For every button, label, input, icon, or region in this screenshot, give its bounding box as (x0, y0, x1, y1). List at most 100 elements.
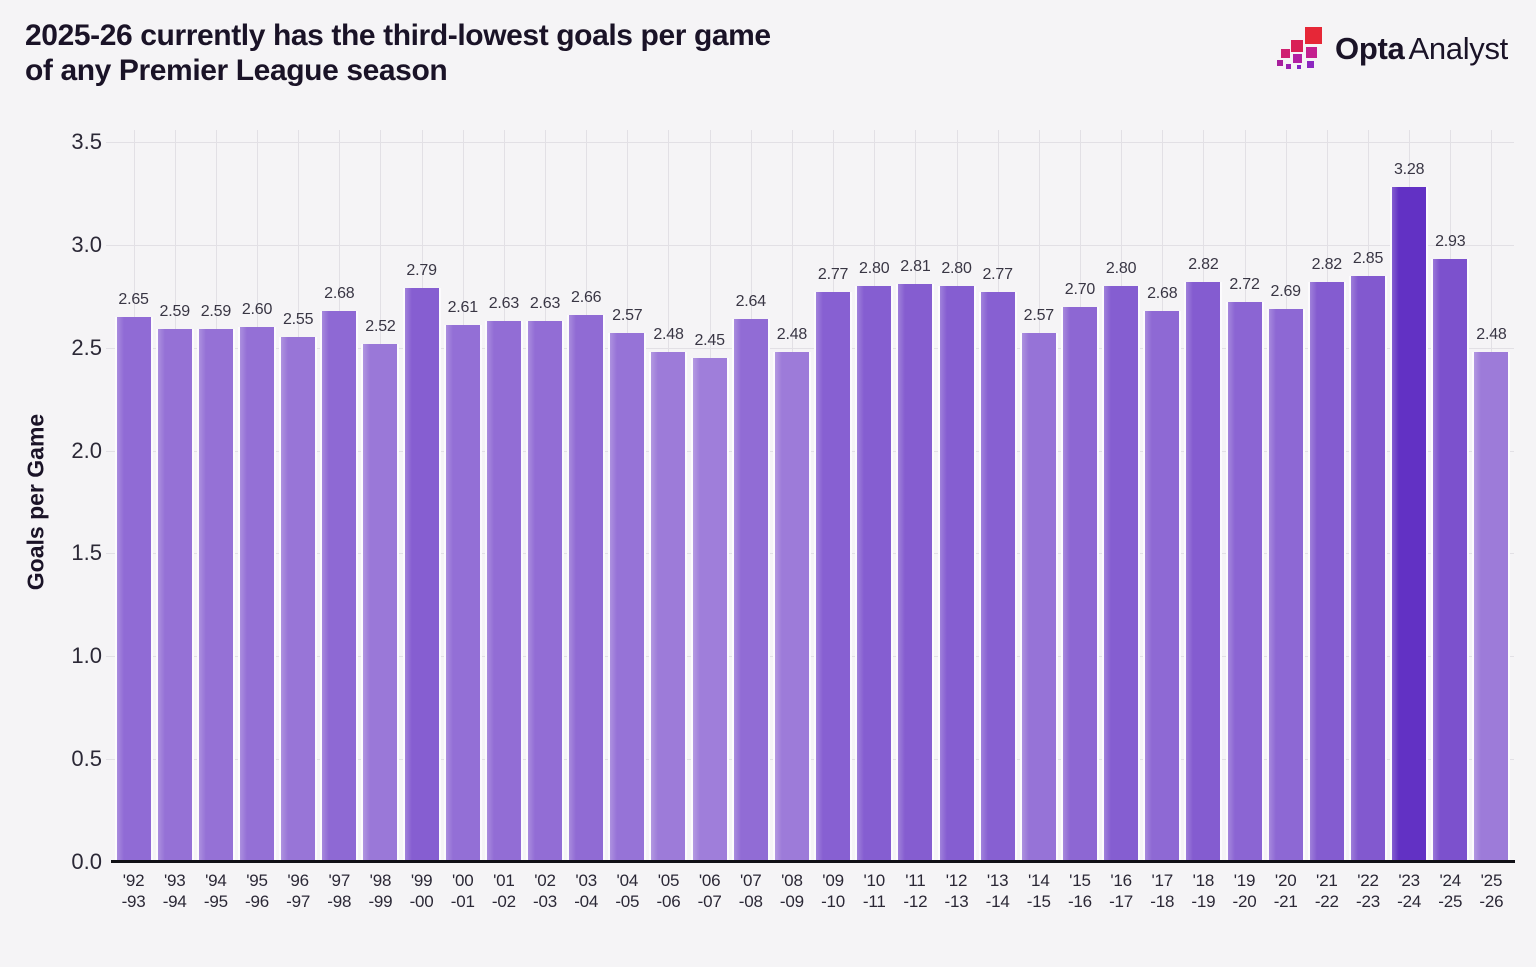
bar-value-label: 2.77 (817, 266, 849, 284)
bar (814, 292, 853, 862)
y-tick-label: 2.5 (71, 334, 102, 360)
bar (238, 327, 276, 862)
bar (649, 351, 688, 862)
bar (1102, 286, 1141, 862)
bar (526, 320, 565, 862)
x-tick-label: '95 -96 (245, 871, 269, 911)
x-axis-line (111, 860, 1515, 863)
bar (1184, 281, 1223, 862)
bar (443, 325, 482, 862)
bar-value-label: 2.48 (1476, 325, 1507, 343)
y-tick-label: 3.0 (71, 231, 102, 257)
y-tick-label: 1.0 (71, 643, 102, 669)
bar-value-label: 2.63 (488, 294, 520, 312)
bar-value-label: 2.59 (159, 303, 191, 321)
bar-value-label: 2.61 (447, 299, 479, 317)
x-tick-label: '04 -05 (615, 871, 640, 911)
bar-value-label: 2.45 (694, 332, 725, 349)
x-tick-label: '05 -06 (656, 871, 681, 911)
h-gridline (106, 142, 1514, 143)
x-tick-label: '25 -26 (1479, 871, 1504, 911)
x-tick-label: '18 -19 (1191, 871, 1216, 911)
bar-value-label: 2.72 (1229, 276, 1260, 294)
x-tick-label: '12 -13 (944, 871, 969, 911)
bar-value-label: 2.68 (1147, 284, 1178, 302)
logo-brand-light: Analyst (1408, 30, 1508, 66)
bar-value-label: 2.68 (324, 284, 355, 302)
bar (1225, 302, 1264, 862)
bar-value-label: 2.81 (900, 257, 931, 275)
bar (155, 329, 194, 862)
x-tick-label: '21 -22 (1314, 871, 1339, 911)
bar (320, 310, 359, 862)
x-tick-label: '98 -99 (368, 871, 393, 911)
y-tick-label: 0.5 (71, 746, 102, 772)
title-line-1: 2025-26 currently has the third-lowest g… (25, 19, 771, 52)
opta-analyst-logo: Opta Analyst (1277, 26, 1508, 71)
x-tick-label: '03 -04 (574, 871, 599, 911)
x-tick-label: '06 -07 (697, 871, 722, 911)
bar-value-label: 2.55 (282, 311, 314, 329)
x-tick-label: '16 -17 (1109, 871, 1134, 911)
bar-value-label: 2.70 (1064, 280, 1096, 298)
bar-value-label: 2.93 (1435, 233, 1466, 251)
bar (690, 358, 729, 862)
bar (567, 314, 606, 862)
bar-value-label: 2.80 (859, 260, 890, 277)
bar (196, 329, 235, 862)
bar (114, 316, 153, 862)
x-tick-label: '92 -93 (121, 871, 146, 911)
bar-value-label: 2.80 (1105, 260, 1137, 277)
bar-value-label: 2.60 (241, 301, 273, 319)
x-tick-label: '15 -16 (1067, 871, 1092, 911)
bar-value-label: 2.64 (735, 292, 767, 310)
x-tick-label: '14 -15 (1026, 871, 1051, 911)
x-tick-label: '08 -09 (779, 871, 804, 911)
bar-value-label: 2.66 (571, 288, 602, 306)
x-tick-label: '10 -11 (862, 871, 886, 911)
x-tick-label: '24 -25 (1438, 871, 1463, 911)
bar-value-label: 2.82 (1311, 255, 1343, 273)
bar-value-label: 2.77 (982, 266, 1013, 284)
bar (1060, 306, 1099, 862)
bar (361, 343, 400, 862)
x-tick-label: '93 -94 (162, 871, 187, 911)
bar (1143, 310, 1182, 862)
bar (1431, 259, 1470, 862)
title-line-2: of any Premier League season (25, 54, 448, 88)
x-tick-label: '19 -20 (1232, 871, 1257, 911)
bar-value-label: 2.59 (200, 303, 232, 321)
x-tick-label: '99 -00 (409, 871, 434, 911)
logo-wordmark: Opta Analyst (1335, 31, 1508, 67)
bar (402, 288, 441, 862)
bar (772, 351, 811, 862)
bar (1472, 351, 1511, 862)
bar (937, 286, 976, 862)
x-tick-label: '17 -18 (1150, 871, 1175, 911)
bar-value-label: 2.48 (776, 325, 808, 343)
y-tick-label: 1.5 (71, 540, 102, 566)
bar-value-label: 2.57 (612, 307, 643, 325)
bar-value-label: 2.48 (653, 325, 684, 343)
bar-value-label: 2.85 (1352, 249, 1384, 267)
x-tick-label: '94 -95 (203, 871, 228, 911)
x-tick-label: '23 -24 (1397, 871, 1422, 911)
x-tick-label: '01 -02 (491, 871, 516, 911)
bar (731, 318, 770, 862)
x-tick-label: '09 -10 (821, 871, 846, 911)
bar (855, 286, 894, 862)
bar-value-label: 2.52 (365, 317, 396, 335)
x-tick-label: '97 -98 (327, 871, 352, 911)
x-tick-label: '02 -03 (533, 871, 558, 911)
bar-value-label: 3.28 (1393, 161, 1425, 179)
h-gridline (106, 347, 1514, 349)
opta-stairs-icon (1277, 27, 1323, 69)
bar-value-label: 2.65 (118, 290, 149, 308)
x-tick-label: '13 -14 (985, 871, 1010, 911)
bar-value-label: 2.63 (529, 294, 561, 312)
bar (608, 333, 647, 862)
bar-value-label: 2.69 (1270, 282, 1302, 300)
x-tick-label: '22 -23 (1355, 871, 1380, 911)
bar-value-label: 2.57 (1023, 307, 1055, 325)
bar-value-label: 2.79 (406, 262, 437, 280)
